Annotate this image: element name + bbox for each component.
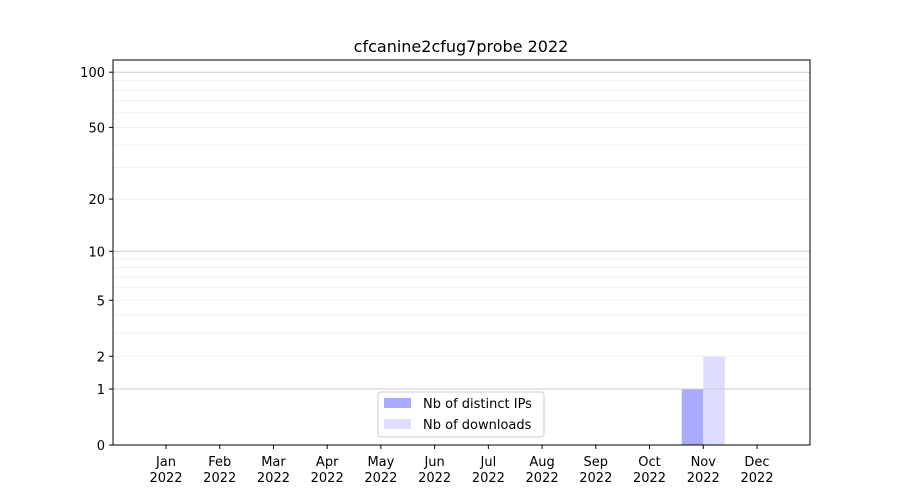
x-tick-label: 2022 xyxy=(526,471,559,486)
x-tick-label: 2022 xyxy=(364,471,397,486)
x-tick-label: Dec xyxy=(744,455,769,470)
y-tick-label: 5 xyxy=(97,294,105,309)
legend-box xyxy=(377,391,545,438)
grid xyxy=(113,80,810,334)
x-tick-label: Jun xyxy=(423,455,444,470)
x-tick-label: 2022 xyxy=(633,471,666,486)
y-tick-label: 0 xyxy=(97,439,105,454)
x-tick-label: Jan xyxy=(155,455,176,470)
legend: Nb of distinct IPs Nb of downloads xyxy=(377,391,545,438)
y-tick-label: 100 xyxy=(80,66,105,81)
x-tick-label: May xyxy=(367,455,394,470)
x-tick-label: Jul xyxy=(480,455,497,470)
x-tick-label: 2022 xyxy=(311,471,344,486)
legend-label: Nb of downloads xyxy=(423,418,532,433)
legend-swatch xyxy=(384,419,411,429)
x-tick-label: Oct xyxy=(638,455,660,470)
y-tick-label: 20 xyxy=(88,193,105,208)
bar-distinct-ips xyxy=(681,389,704,445)
x-tick-label: 2022 xyxy=(418,471,451,486)
x-tick-label: 2022 xyxy=(203,471,236,486)
y-tick-label: 10 xyxy=(88,245,105,260)
plot-frame xyxy=(112,59,811,446)
x-tick-label: Mar xyxy=(261,455,286,470)
x-tick-label: 2022 xyxy=(579,471,612,486)
x-tick-label: 2022 xyxy=(149,471,182,486)
legend-label: Nb of distinct IPs xyxy=(423,397,532,412)
x-tick-label: Aug xyxy=(529,455,554,470)
x-tick-label: 2022 xyxy=(687,471,720,486)
x-tick-label: 2022 xyxy=(257,471,290,486)
x-tick-label: 2022 xyxy=(472,471,505,486)
y-axis: 0 1 2 5 10 20 50 100 xyxy=(80,66,113,454)
x-tick-label: Nov xyxy=(691,455,717,470)
x-axis: Jan2022Feb2022Mar2022Apr2022May2022Jun20… xyxy=(149,445,774,486)
legend-swatch xyxy=(384,398,411,408)
x-tick-label: Apr xyxy=(316,455,339,470)
y-tick-label: 1 xyxy=(97,383,105,398)
bar-downloads xyxy=(703,356,725,445)
x-tick-label: 2022 xyxy=(740,471,773,486)
x-tick-label: Sep xyxy=(584,455,609,470)
major-grid xyxy=(113,71,810,390)
y-tick-label: 2 xyxy=(97,350,105,365)
y-tick-label: 50 xyxy=(88,121,105,136)
chart-title: cfcanine2cfug7probe 2022 xyxy=(354,37,569,56)
bars xyxy=(681,356,725,445)
x-tick-label: Feb xyxy=(208,455,231,470)
